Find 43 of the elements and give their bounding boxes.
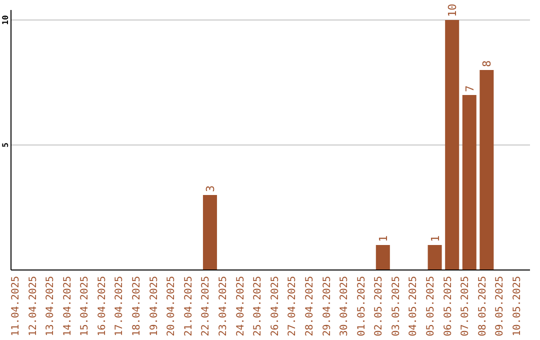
x-tick-label: 19.04.2025	[148, 276, 160, 336]
x-tick-label: 28.04.2025	[304, 276, 316, 336]
bar	[376, 245, 390, 270]
data-label: 7	[463, 85, 476, 92]
x-tick-label: 30.04.2025	[339, 276, 350, 336]
data-label: 10	[446, 4, 460, 17]
x-tick-label: 25.04.2025	[252, 276, 264, 336]
x-tick-label: 10.05.2025	[512, 276, 523, 336]
x-tick-label: 13.04.2025	[45, 276, 56, 336]
bar	[480, 70, 494, 270]
x-tick-label: 06.05.2025	[442, 276, 454, 336]
x-tick-label: 17.04.2025	[114, 276, 126, 336]
bar	[445, 20, 460, 270]
data-label: 3	[204, 185, 217, 192]
data-label: 8	[480, 60, 494, 67]
x-tick-label: 07.05.2025	[460, 276, 472, 336]
bar	[202, 195, 217, 270]
x-tick-label: 03.05.2025	[390, 276, 402, 336]
data-label: 1	[428, 235, 442, 242]
x-tick-label: 01.05.2025	[356, 276, 368, 336]
data-label: 1	[376, 235, 390, 242]
x-tick-label: 18.04.2025	[132, 276, 143, 336]
x-tick-label: 12.04.2025	[28, 276, 39, 336]
bar	[428, 245, 442, 270]
x-tick-label: 09.05.2025	[494, 276, 506, 336]
x-tick-label: 27.04.2025	[287, 276, 298, 336]
x-tick-label: 08.05.2025	[477, 276, 488, 336]
x-tick-label: 21.04.2025	[183, 276, 194, 336]
x-tick-label: 23.04.2025	[218, 276, 229, 336]
x-tick-label: 02.05.2025	[374, 276, 385, 336]
x-tick-label: 24.04.2025	[235, 276, 246, 336]
x-tick-label: 11.04.2025	[10, 276, 22, 336]
x-tick-label: 20.04.2025	[166, 276, 178, 336]
x-tick-label: 16.04.2025	[96, 276, 108, 336]
x-tick-label: 15.04.2025	[80, 276, 91, 336]
y-tick-label: 5	[1, 142, 10, 148]
x-tick-label: 04.05.2025	[408, 276, 420, 336]
x-tick-label: 26.04.2025	[270, 276, 281, 336]
bar	[462, 95, 476, 270]
x-tick-label: 14.04.2025	[62, 276, 74, 336]
x-tick-label: 29.04.2025	[322, 276, 333, 336]
x-tick-label: 22.04.2025	[200, 276, 212, 336]
x-tick-label: 05.05.2025	[426, 276, 437, 336]
